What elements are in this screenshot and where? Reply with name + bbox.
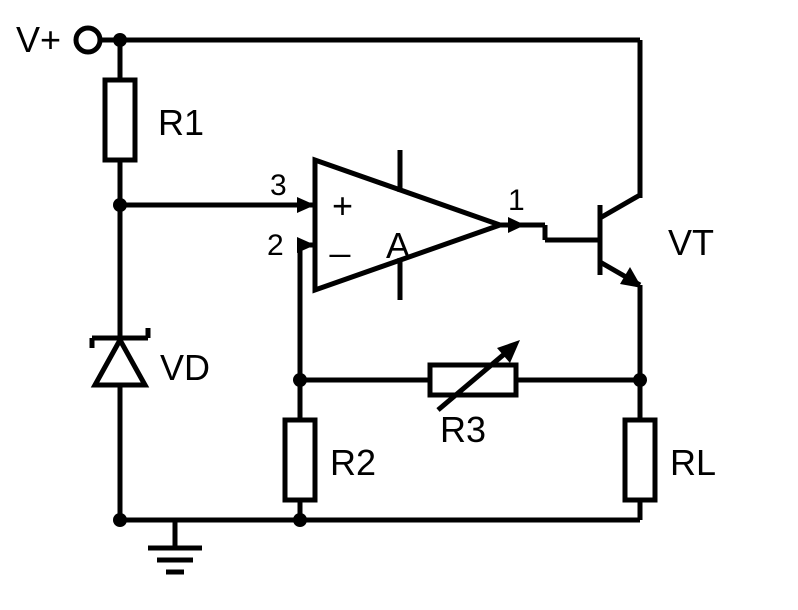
pin1-label: 1 [508, 184, 525, 217]
r2-label: R2 [330, 442, 376, 483]
zener-diode-vd [92, 328, 148, 385]
opamp-minus: _ [329, 217, 351, 258]
pin2-label: 2 [267, 229, 284, 262]
circuit-diagram: V+ R1 VD A + _ 3 [0, 0, 798, 610]
opamp-a: A + _ [315, 150, 500, 300]
pin3-label: 3 [270, 169, 287, 202]
opamp-label: A [386, 225, 410, 266]
r1-label: R1 [158, 102, 204, 143]
resistor-r2 [285, 420, 315, 500]
resistor-r1 [105, 80, 135, 160]
resistor-rl [625, 420, 655, 500]
transistor-vt [600, 195, 642, 288]
rl-label: RL [670, 442, 716, 483]
ground-symbol [148, 520, 202, 572]
vt-label: VT [668, 222, 714, 263]
vd-label: VD [160, 347, 210, 388]
vplus-label: V+ [16, 19, 61, 60]
r3-label: R3 [440, 409, 486, 450]
vplus-terminal [76, 28, 100, 52]
